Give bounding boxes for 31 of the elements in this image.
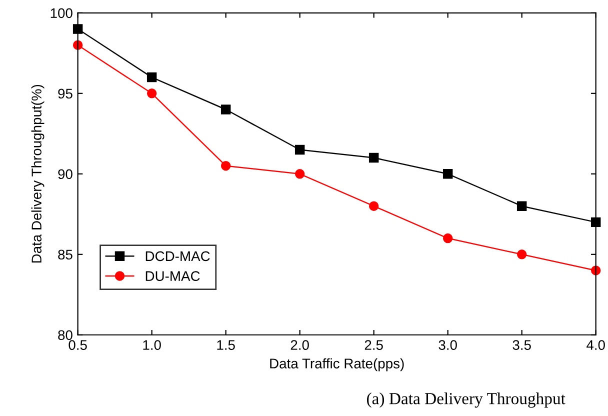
legend-label: DCD-MAC	[146, 251, 210, 262]
x-tick-label: 1.5	[217, 340, 235, 350]
legend-label: DU-MAC	[146, 271, 200, 281]
point	[146, 88, 157, 98]
y-tick-label: 90	[58, 169, 72, 180]
y-tick-label: 95	[58, 88, 72, 99]
point	[368, 201, 379, 211]
x-tick-label: 3.5	[512, 340, 531, 350]
point	[146, 72, 157, 82]
point	[516, 201, 527, 211]
y-axis-title: Data Delivery Throughput(%)	[31, 84, 44, 263]
x-tick-label: 1.0	[143, 340, 161, 350]
point	[516, 250, 527, 260]
point	[442, 169, 453, 179]
point	[368, 152, 379, 163]
x-tick-label: 2.0	[290, 340, 309, 350]
y-tick-label: 100	[50, 8, 72, 18]
x-tick-label: 0.5	[68, 340, 87, 350]
x-tick-label: 3.0	[438, 340, 457, 350]
point	[220, 104, 231, 114]
x-tick-label: 4.0	[586, 340, 605, 350]
x-tick-label: 2.5	[364, 340, 383, 350]
text: (a) Data Delivery Throughput	[367, 392, 566, 408]
point	[294, 169, 305, 179]
y-tick-label: 85	[58, 250, 72, 260]
point	[72, 24, 83, 34]
point	[442, 233, 453, 244]
y-tick-label: 80	[58, 330, 72, 340]
point	[294, 144, 305, 155]
point	[220, 160, 231, 171]
x-axis-title: Data Traffic Rate(pps)	[270, 358, 404, 372]
